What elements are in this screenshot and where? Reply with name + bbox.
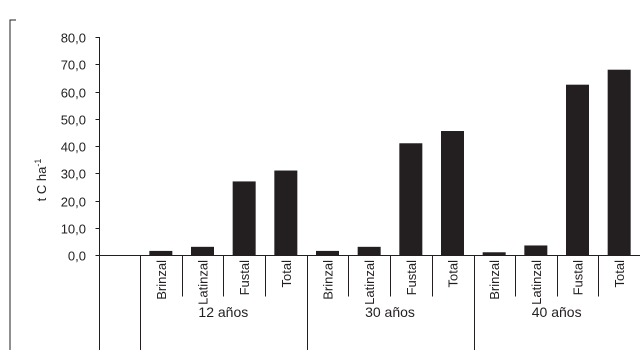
frame-corner <box>9 19 16 350</box>
y-axis-label: t C ha-1 <box>33 159 49 202</box>
bars <box>149 69 631 255</box>
y-axis-label-superscript: -1 <box>33 159 43 167</box>
category-label: Latinzal <box>196 260 211 305</box>
category-label: Total <box>279 260 294 288</box>
category-label: Fustal <box>571 260 586 296</box>
bar <box>316 250 339 255</box>
y-tick-label: 70,0 <box>61 58 86 73</box>
y-tick-label: 50,0 <box>61 113 86 128</box>
bar <box>441 131 464 255</box>
category-label: Latinzal <box>529 260 544 305</box>
y-tick-label: 80,0 <box>61 31 86 46</box>
bar <box>607 69 631 255</box>
category-label: Brinzal <box>487 260 502 300</box>
chart-frame <box>9 19 16 350</box>
category-label: Total <box>446 260 461 288</box>
group-label: 40 años <box>532 304 582 320</box>
bar <box>566 84 589 255</box>
category-label: Fustal <box>404 260 419 296</box>
bar <box>232 181 256 255</box>
group-label: 30 años <box>365 304 415 320</box>
bar <box>149 250 173 255</box>
category-label: Brinzal <box>321 260 336 300</box>
category-label: Fustal <box>237 260 252 296</box>
x-axis: Brinzal Latinzal Fustal Total 12 años Brinzal… <box>99 255 640 350</box>
y-tick-label: 40,0 <box>61 140 86 155</box>
bar <box>357 246 381 255</box>
category-label: Brinzal <box>154 260 169 300</box>
y-axis-label-text: t C ha <box>34 166 49 201</box>
y-tick-label: 0,0 <box>68 249 86 264</box>
bar <box>274 170 298 255</box>
y-tick-label: 60,0 <box>61 86 86 101</box>
y-tick-label: 30,0 <box>61 167 86 182</box>
bar <box>191 246 214 255</box>
y-tick-label: 20,0 <box>61 195 86 210</box>
group-label: 12 años <box>198 304 248 320</box>
y-tick-label: 10,0 <box>61 222 86 237</box>
category-label: Latinzal <box>362 260 377 305</box>
bar <box>524 245 548 255</box>
bar <box>399 143 423 255</box>
category-label: Total <box>612 260 627 288</box>
bar <box>482 252 506 255</box>
y-axis: 0,0 10,0 20,0 30,0 40,0 50,0 60,0 70,0 80,0 <box>61 31 100 350</box>
